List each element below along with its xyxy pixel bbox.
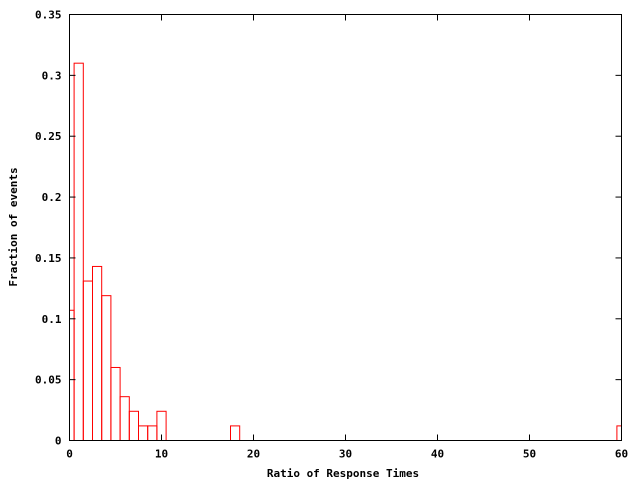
histogram-bar [82,280,94,441]
x-tick-label: 50 [523,448,536,461]
histogram-bar [92,265,103,441]
y-tick-label: 0.25 [35,130,62,143]
y-tick-label: 0.05 [35,374,62,387]
x-tick-label: 40 [431,448,444,461]
histogram-bar [147,425,158,442]
y-axis-label: Fraction of events [7,167,20,286]
histogram-bar [616,425,623,442]
x-tick-label: 0 [66,448,73,461]
x-tick-label: 20 [247,448,260,461]
histogram-bar [110,366,121,442]
x-tick-label: 30 [339,448,352,461]
histogram-bar [230,425,241,442]
histogram-bar [128,410,140,442]
y-tick-label: 0.1 [42,313,62,326]
bars-group [69,62,623,442]
histogram-bar [73,62,84,442]
x-tick-label: 60 [615,448,628,461]
y-tick-label: 0.2 [42,191,62,204]
histogram-bar [119,396,130,442]
histogram-bar [101,295,112,441]
y-tick-label: 0.15 [35,252,62,265]
plot-frame [69,14,622,441]
y-tick-label: 0.3 [42,69,62,82]
x-tick-label: 10 [155,448,168,461]
histogram-bar [69,309,75,441]
ticks-group: 0 10 20 30 40 50 60 0 0.05 0.1 0.15 0.2 0.25 0.3 0.35 [35,9,628,461]
histogram-bar [138,425,149,442]
y-tick-label: 0 [55,435,62,448]
y-tick-label: 0.35 [35,9,62,22]
x-axis-label: Ratio of Response Times [267,467,419,480]
